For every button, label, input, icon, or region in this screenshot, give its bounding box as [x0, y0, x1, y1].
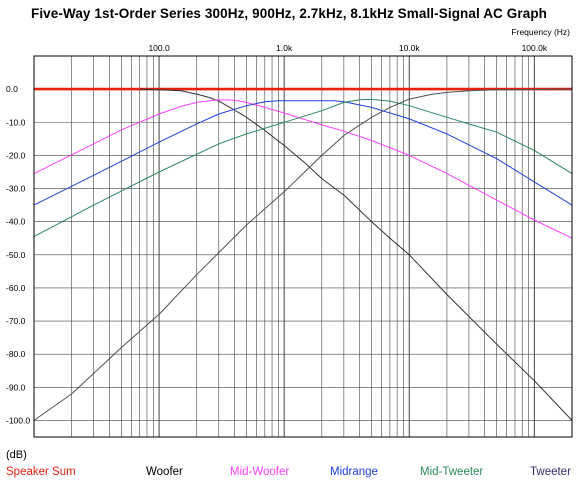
y-tick-label: -40.0 [6, 217, 26, 227]
y-tick-label: -100.0 [6, 415, 30, 425]
grid [33, 56, 573, 437]
x-tick-label: 100.0k [522, 43, 548, 53]
series-line-mid-tweeter [33, 98, 573, 238]
x-tick-label: 1.0k [276, 43, 293, 53]
series-lines [33, 87, 573, 421]
y-tick-label: -60.0 [6, 283, 26, 293]
series-line-midrange [33, 100, 573, 206]
y-tick-label: -90.0 [6, 382, 26, 392]
y-tick-label: -50.0 [6, 250, 26, 260]
y-tick-label: -10.0 [6, 117, 26, 127]
series-line-tweeter [33, 88, 573, 421]
x-tick-labels: 100.0 1.0k 10.0k 100.0k [148, 43, 547, 53]
series-line-woofer [139, 88, 573, 421]
series-line-mid-woofer [33, 99, 573, 239]
y-tick-label: -20.0 [6, 150, 26, 160]
legend-item-mid-tweeter: Mid-Tweeter [420, 466, 484, 478]
legend-item-mid-woofer: Mid-Woofer [230, 466, 290, 478]
y-tick-label: -30.0 [6, 184, 26, 194]
legend-item-speaker-sum: Speaker Sum [6, 466, 76, 478]
plot-frame [33, 55, 573, 438]
legend-item-woofer: Woofer [146, 466, 183, 478]
y-tick-label: 0.0 [6, 84, 18, 94]
x-tick-label: 100.0 [148, 43, 170, 53]
y-tick-label: -70.0 [6, 316, 26, 326]
chart-plot: 100.0 1.0k 10.0k 100.0k 0.0 -10.0 -20.0 -30.0 -… [6, 27, 573, 461]
x-axis-label: Frequency (Hz) [511, 27, 570, 37]
y-axis-unit-label: (dB) [6, 449, 27, 461]
chart-title: Five-Way 1st-Order Series 300Hz, 900Hz, … [30, 6, 548, 21]
legend: Speaker Sum Woofer Mid-Woofer Midrange Mid-T… [0, 466, 578, 484]
legend-item-midrange: Midrange [330, 466, 378, 478]
x-tick-label: 10.0k [399, 43, 421, 53]
y-tick-label: -80.0 [6, 349, 26, 359]
legend-item-tweeter: Tweeter [530, 466, 571, 478]
y-tick-labels: 0.0 -10.0 -20.0 -30.0 -40.0 -50.0 -60.0 -70.0 -8… [6, 84, 30, 425]
